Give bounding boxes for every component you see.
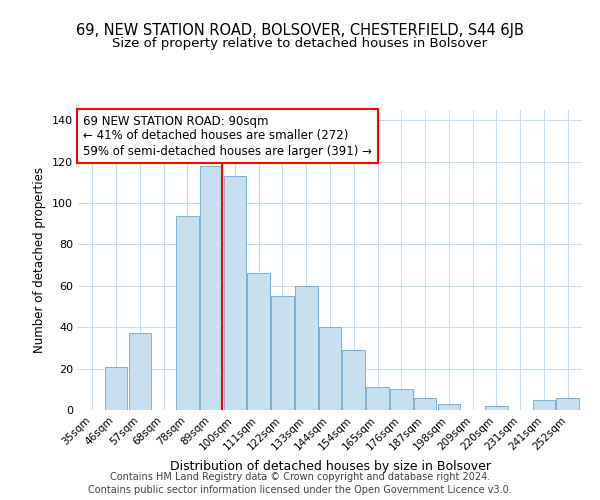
Bar bbox=[485, 406, 508, 410]
Bar bbox=[224, 176, 246, 410]
Bar bbox=[295, 286, 317, 410]
Bar bbox=[128, 334, 151, 410]
X-axis label: Distribution of detached houses by size in Bolsover: Distribution of detached houses by size … bbox=[170, 460, 491, 473]
Y-axis label: Number of detached properties: Number of detached properties bbox=[34, 167, 46, 353]
Bar bbox=[319, 327, 341, 410]
Bar bbox=[414, 398, 436, 410]
Bar bbox=[247, 274, 270, 410]
Bar bbox=[366, 387, 389, 410]
Bar bbox=[105, 366, 127, 410]
Bar bbox=[200, 166, 223, 410]
Bar bbox=[556, 398, 579, 410]
Bar bbox=[343, 350, 365, 410]
Bar bbox=[533, 400, 555, 410]
Text: Size of property relative to detached houses in Bolsover: Size of property relative to detached ho… bbox=[112, 38, 488, 51]
Bar bbox=[390, 390, 413, 410]
Text: Contains HM Land Registry data © Crown copyright and database right 2024.: Contains HM Land Registry data © Crown c… bbox=[110, 472, 490, 482]
Bar bbox=[437, 404, 460, 410]
Bar bbox=[176, 216, 199, 410]
Text: 69 NEW STATION ROAD: 90sqm
← 41% of detached houses are smaller (272)
59% of sem: 69 NEW STATION ROAD: 90sqm ← 41% of deta… bbox=[83, 114, 372, 158]
Text: 69, NEW STATION ROAD, BOLSOVER, CHESTERFIELD, S44 6JB: 69, NEW STATION ROAD, BOLSOVER, CHESTERF… bbox=[76, 22, 524, 38]
Text: Contains public sector information licensed under the Open Government Licence v3: Contains public sector information licen… bbox=[88, 485, 512, 495]
Bar bbox=[271, 296, 294, 410]
